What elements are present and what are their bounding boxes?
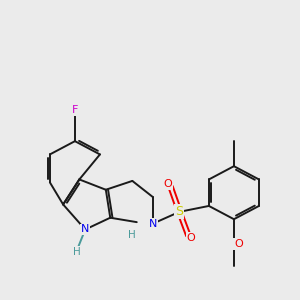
Text: H: H bbox=[73, 247, 80, 256]
Text: F: F bbox=[72, 105, 78, 115]
Text: H: H bbox=[128, 230, 136, 240]
Text: N: N bbox=[81, 224, 89, 235]
Text: O: O bbox=[187, 233, 196, 243]
Text: O: O bbox=[163, 179, 172, 189]
Text: N: N bbox=[149, 219, 157, 229]
Text: S: S bbox=[176, 205, 183, 218]
Text: O: O bbox=[234, 239, 243, 249]
